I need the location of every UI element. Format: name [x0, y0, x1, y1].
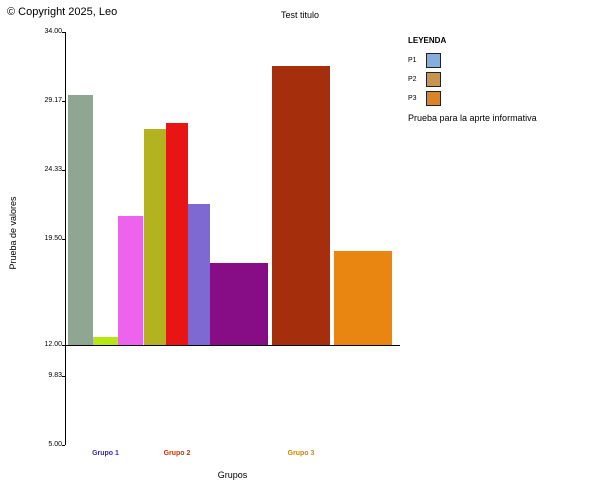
legend-item-label: P3 — [408, 94, 417, 102]
y-tick-label: 9.83 — [48, 372, 62, 380]
copyright-text: © Copyright 2025, Leo — [7, 6, 118, 18]
bar — [334, 251, 392, 345]
y-tick-label: 5.00 — [48, 441, 62, 448]
y-tick-mark — [62, 100, 65, 102]
y-axis-line — [65, 32, 66, 445]
page-title: Test titulo — [280, 10, 320, 20]
y-tick-mark — [62, 32, 65, 33]
legend-title: LEYENDA — [408, 36, 447, 45]
legend-note: Prueba para la aprte informativa — [408, 113, 537, 123]
group-label: Grupo 1 — [92, 450, 119, 457]
legend-item: P3 — [408, 90, 588, 106]
x-axis-title: Grupos — [217, 470, 248, 480]
y-axis-title: Prueba de valores — [8, 196, 18, 270]
legend-item-label: P1 — [408, 56, 417, 64]
y-tick-label: 12.00 — [44, 341, 62, 349]
legend-item: P2 — [408, 71, 588, 87]
y-tick-mark — [62, 169, 65, 171]
legend-item-label: P2 — [408, 75, 417, 83]
y-tick-mark — [62, 376, 65, 378]
y-tick-mark — [62, 445, 65, 446]
bar — [272, 66, 330, 345]
bar — [188, 204, 210, 345]
bar — [210, 262, 268, 345]
y-tick-mark — [62, 238, 65, 240]
bar — [68, 94, 93, 345]
y-tick-label: 34.00 — [44, 28, 62, 35]
legend-swatch-p1 — [426, 52, 441, 68]
legend: LEYENDA P1 P2 P3 Prueba para la aprte in… — [408, 36, 588, 123]
legend-swatch-p3 — [426, 90, 441, 106]
group-label: Grupo 2 — [163, 450, 191, 457]
bar — [144, 128, 166, 345]
group-label: Grupo 3 — [287, 450, 315, 457]
legend-swatch-p2 — [426, 71, 441, 87]
bar — [166, 123, 188, 345]
y-tick-label: 24.33 — [44, 165, 62, 173]
x-axis-baseline — [65, 345, 400, 346]
bar — [93, 336, 118, 345]
bar — [118, 215, 143, 345]
y-tick-label: 29.17 — [44, 96, 62, 104]
y-tick-label: 19.50 — [44, 234, 62, 242]
y-tick-mark — [62, 345, 65, 347]
legend-item: P1 — [408, 52, 588, 68]
